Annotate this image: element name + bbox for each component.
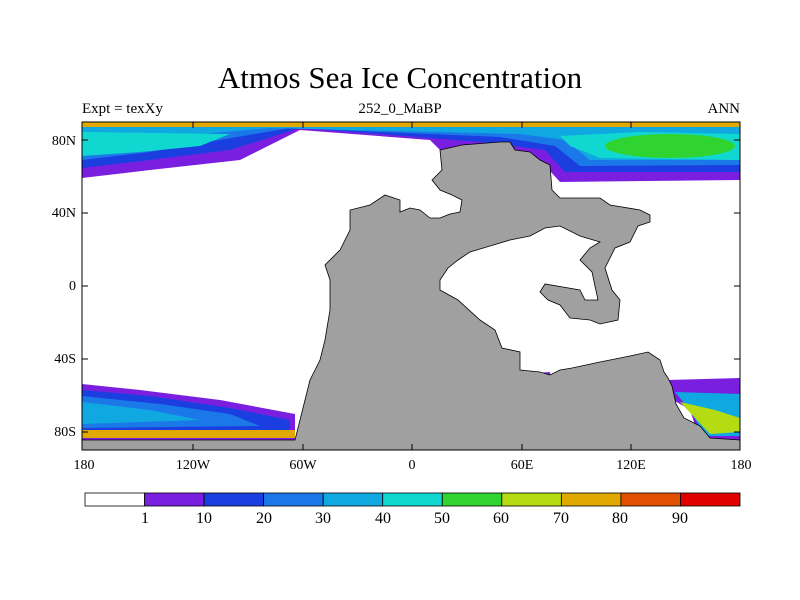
colorbar-box-1 xyxy=(144,492,205,507)
colorbar-label-90: 90 xyxy=(672,510,688,527)
colorbar xyxy=(84,492,741,507)
subtitle-season: ANN xyxy=(707,101,741,117)
colorbar-box-2 xyxy=(203,492,265,507)
colorbar-label-10: 10 xyxy=(196,510,212,527)
colorbar-box-4 xyxy=(322,492,384,507)
subtitle-experiment: Expt = texXy xyxy=(82,101,163,117)
lon-label-120e: 120E xyxy=(616,458,646,473)
tick-marks xyxy=(82,122,740,450)
ice-south-coastal-edge xyxy=(82,430,295,438)
colorbar-label-50: 50 xyxy=(434,510,450,527)
lon-label-180e: 180 xyxy=(730,458,752,473)
ice-north-core-east xyxy=(605,134,735,158)
land-pangea xyxy=(82,141,740,450)
ice-south-east-level-60 xyxy=(680,402,740,434)
colorbar-box-6 xyxy=(441,492,503,507)
colorbar-label-60: 60 xyxy=(493,510,509,527)
colorbar-label-70: 70 xyxy=(553,510,569,527)
ice-north-level-40 xyxy=(82,132,740,160)
lon-label-180w: 180 xyxy=(73,458,95,473)
ice-band-north-edge xyxy=(82,122,740,127)
colorbar-label-80: 80 xyxy=(612,510,628,527)
ice-south-level-30 xyxy=(82,402,200,424)
subtitle-time: 252_0_MaBP xyxy=(358,101,442,117)
colorbar-box-0 xyxy=(84,492,145,507)
colorbar-box-10 xyxy=(680,492,741,507)
colorbar-box-3 xyxy=(263,492,324,507)
lon-label-60e: 60E xyxy=(510,458,534,473)
plot-title: Atmos Sea Ice Concentration xyxy=(217,60,583,95)
ice-north-core-west xyxy=(83,139,147,151)
lon-label-0: 0 xyxy=(408,458,416,473)
lon-label-60w: 60W xyxy=(289,458,317,473)
colorbar-label-20: 20 xyxy=(256,510,272,527)
colorbar-label-40: 40 xyxy=(375,510,391,527)
colorbar-label-1: 1 xyxy=(141,510,149,527)
lat-label-80s: 80S xyxy=(54,425,76,440)
colorbar-box-5 xyxy=(382,492,443,507)
colorbar-box-9 xyxy=(620,492,681,507)
lat-label-40s: 40S xyxy=(54,352,76,367)
lat-label-40n: 40N xyxy=(51,206,76,221)
colorbar-box-7 xyxy=(501,492,562,507)
lon-label-120w: 120W xyxy=(175,458,211,473)
colorbar-label-30: 30 xyxy=(315,510,331,527)
lat-label-80n: 80N xyxy=(51,134,76,149)
colorbar-box-8 xyxy=(560,492,622,507)
lat-label-0: 0 xyxy=(69,279,76,294)
